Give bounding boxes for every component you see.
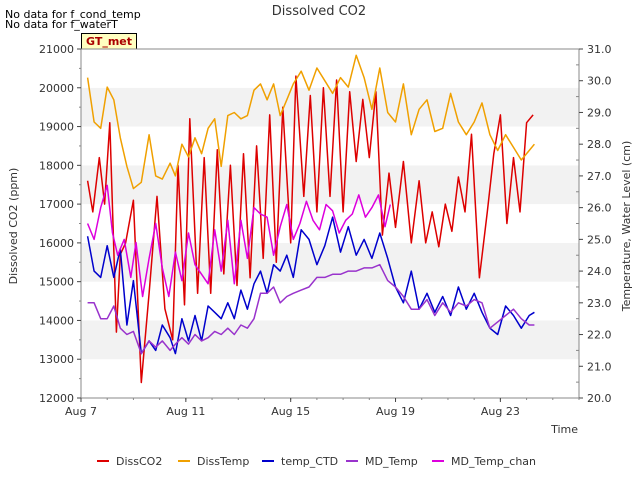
x-axis-ticks: Aug 7 Aug 11 Aug 15 Aug 19 Aug 23: [65, 398, 580, 418]
legend: DissCO2 DissTemp temp_CTD MD_Temp MD_Temp_ch…: [97, 455, 536, 468]
y2-tick-label: 24.0: [587, 265, 612, 278]
x-tick-label: Aug 7: [65, 405, 97, 418]
y2-tick-label: 26.0: [587, 202, 612, 215]
y-tick-label: 18000: [39, 159, 74, 172]
series-line-md-temp-chan: [86, 184, 392, 298]
y2-tick-label: 27.0: [587, 170, 612, 183]
series-line-md-temp: [87, 263, 535, 355]
x-tick-label: Aug 11: [166, 405, 205, 418]
y2-tick-label: 25.0: [587, 233, 612, 246]
band: [81, 49, 579, 88]
band: [81, 204, 579, 243]
y-tick-label: 13000: [39, 353, 74, 366]
y2-axis-label: Temperature, Water Level (cm): [620, 141, 633, 313]
chart-title: Dissolved CO2: [272, 4, 366, 19]
y-tick-label: 15000: [39, 276, 74, 289]
y-tick-label: 19000: [39, 121, 74, 134]
band: [81, 281, 579, 321]
y2-tick-label: 20.0: [587, 392, 612, 405]
left-axis-ticks: 12000 13000 14000 15000 16000 17000 18000 19000…: [39, 43, 81, 405]
x-tick-label: Aug 19: [376, 405, 415, 418]
y2-tick-label: 22.0: [587, 329, 612, 342]
y-tick-label: 21000: [39, 43, 74, 56]
band: [81, 320, 579, 360]
legend-label-md-temp-chan: MD_Temp_chan: [451, 455, 536, 468]
x-axis-label: Time: [550, 423, 578, 436]
series-layer: [86, 54, 535, 384]
y-axis-label: Dissolved CO2 (ppm): [7, 168, 20, 285]
y2-tick-label: 29.0: [587, 106, 612, 119]
series-line-dissco2: [86, 75, 534, 384]
y2-tick-label: 21.0: [587, 360, 612, 373]
y-tick-label: 17000: [39, 198, 74, 211]
y-tick-label: 16000: [39, 237, 74, 250]
x-tick-label: Aug 23: [481, 405, 520, 418]
legend-label-temp-ctd: temp_CTD: [281, 455, 338, 468]
right-axis-ticks: 20.0 21.0 22.0 23.0 24.0 25.0 26.0 27.0 28.0 29.0…: [576, 43, 612, 405]
series-line-temp-ctd: [86, 216, 535, 355]
band: [81, 87, 579, 127]
no-data-note-water-t: No data for f_waterT: [5, 18, 118, 31]
legend-label-md-temp: MD_Temp: [365, 455, 418, 468]
y-tick-label: 12000: [39, 392, 74, 405]
y2-tick-label: 31.0: [587, 43, 612, 56]
band: [81, 359, 579, 398]
y-tick-label: 20000: [39, 82, 74, 95]
legend-label-dissco2: DissCO2: [116, 455, 162, 468]
station-badge: GT_met: [81, 33, 137, 50]
y2-tick-label: 28.0: [587, 138, 612, 151]
band: [81, 126, 579, 166]
no-data-note-cond-temp: No data for f_cond_temp: [5, 8, 141, 21]
series-line-disstemp: [86, 54, 535, 190]
y-tick-label: 14000: [39, 314, 74, 327]
legend-label-disstemp: DissTemp: [197, 455, 249, 468]
y2-tick-label: 30.0: [587, 75, 612, 88]
y2-tick-label: 23.0: [587, 297, 612, 310]
x-tick-label: Aug 15: [271, 405, 310, 418]
